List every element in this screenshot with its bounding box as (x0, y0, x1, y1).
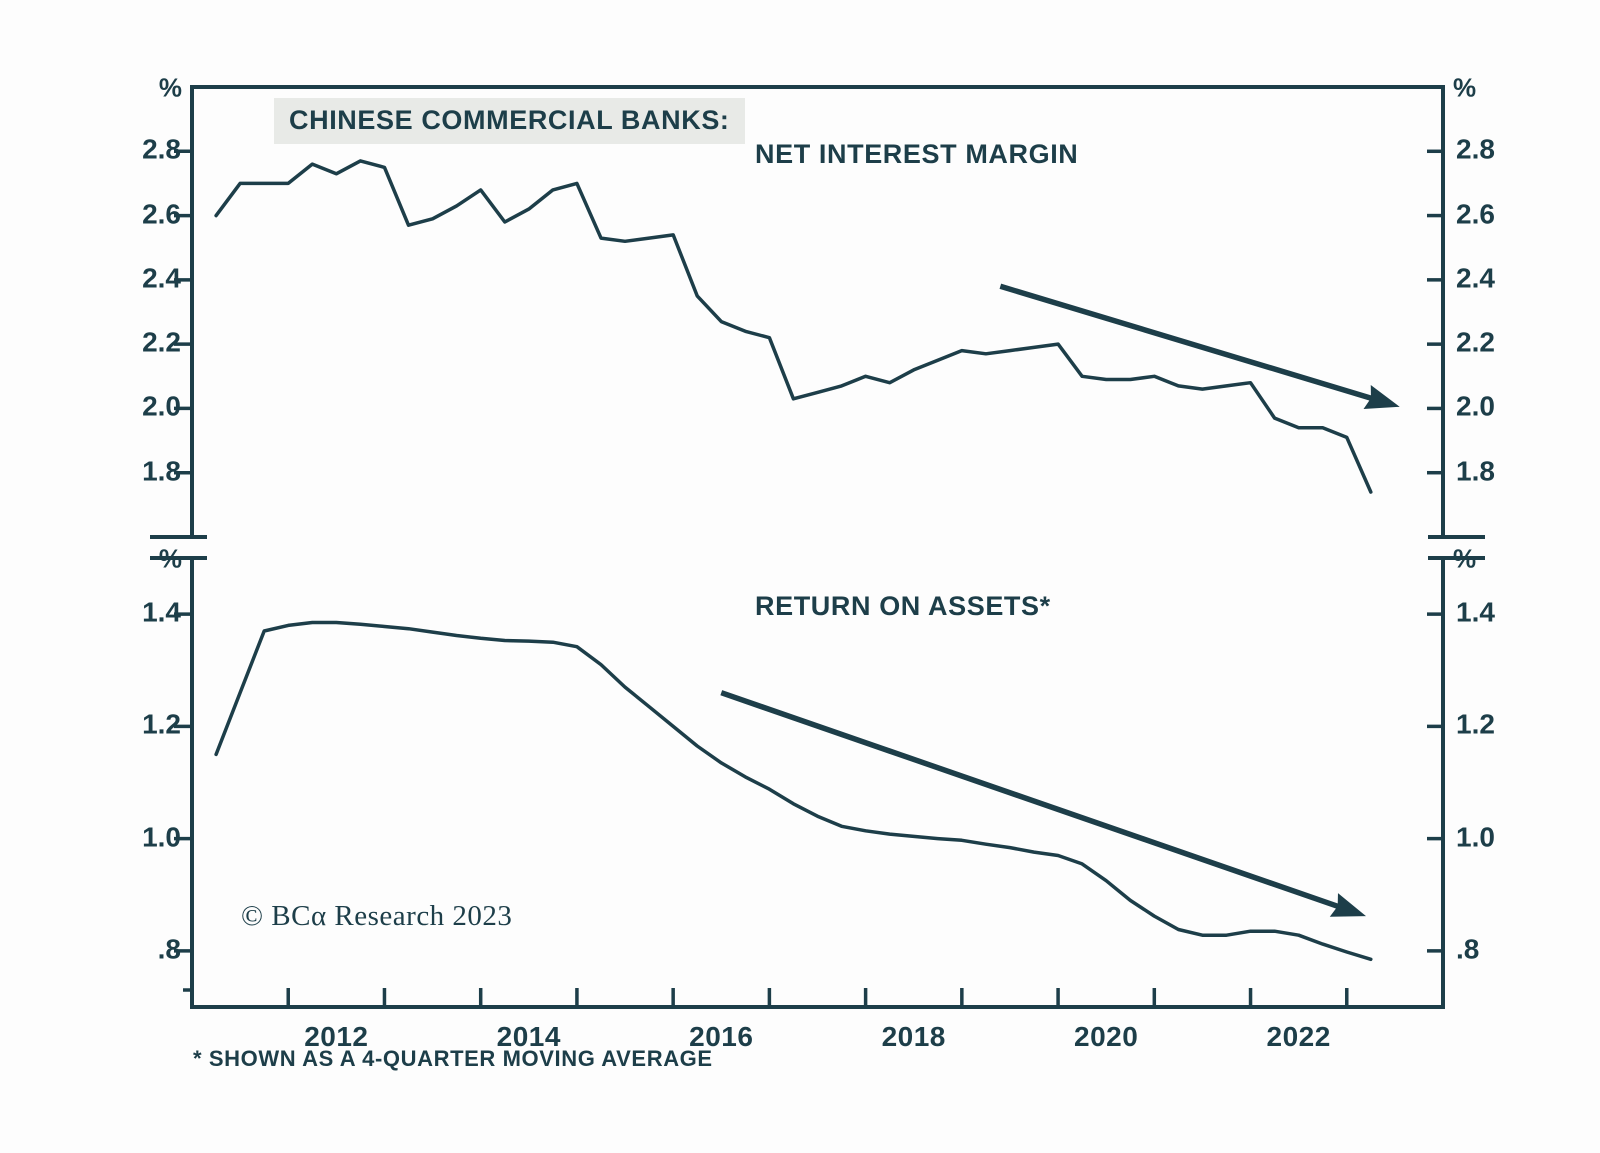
y-tick-label-left: 2.4 (142, 262, 181, 294)
y-tick-label-right: 2.4 (1456, 262, 1495, 294)
series-line-net-interest-margin (214, 159, 1373, 494)
y-tick-label-right: 2.2 (1456, 326, 1495, 358)
y-axis-unit-right: % (1453, 72, 1477, 103)
y-tick-label-left: 1.2 (142, 709, 181, 741)
x-tick-label-2020: 2020 (1074, 1021, 1139, 1052)
panel-title-net-interest-margin: NET INTEREST MARGIN (755, 139, 1079, 169)
x-tick-label-2018: 2018 (881, 1021, 946, 1052)
series-line-return-on-assets (214, 620, 1373, 962)
panel-border-bottom (190, 558, 1445, 1009)
y-tick-label-right: 2.0 (1456, 391, 1495, 423)
panel-title-return-on-assets: RETURN ON ASSETS* (755, 591, 1051, 621)
x-tick-label-2014: 2014 (496, 1021, 561, 1052)
y-tick-label-left: 1.8 (142, 455, 181, 487)
brand-watermark: © BCα Research 2023 (241, 900, 513, 932)
x-tick-label-2012: 2012 (304, 1021, 369, 1052)
trend-arrow-shaft-net-interest-margin (999, 283, 1374, 402)
trend-arrow-head-return-on-assets (1329, 893, 1367, 917)
y-tick-label-left: 2.2 (142, 326, 181, 358)
y-tick-label-right: 1.0 (1456, 821, 1495, 853)
y-axis-unit-left: % (158, 72, 182, 103)
y-axis-unit-right: % (1453, 543, 1477, 574)
y-tick-label-left: 1.0 (142, 821, 181, 853)
panel-border-top (190, 85, 1445, 537)
y-tick-label-right: 2.6 (1456, 198, 1495, 230)
x-tick-label-2022: 2022 (1266, 1021, 1331, 1052)
y-tick-label-left: 2.0 (142, 391, 181, 423)
y-tick-label-right: .8 (1456, 933, 1480, 965)
y-tick-label-right: 1.2 (1456, 709, 1495, 741)
x-tick-label-2016: 2016 (689, 1021, 754, 1052)
y-tick-label-left: .8 (157, 933, 181, 965)
chart-title: CHINESE COMMERCIAL BANKS: (274, 98, 745, 144)
footnote: * SHOWN AS A 4-QUARTER MOVING AVERAGE (193, 1046, 713, 1071)
trend-arrow-shaft-return-on-assets (720, 690, 1341, 910)
y-tick-label-right: 1.8 (1456, 455, 1495, 487)
trend-arrow-head-net-interest-margin (1363, 385, 1400, 409)
y-tick-label-left: 1.4 (142, 596, 181, 628)
y-axis-unit-left: % (158, 543, 182, 574)
y-tick-label-right: 1.4 (1456, 596, 1495, 628)
y-tick-label-right: 2.8 (1456, 134, 1495, 166)
y-tick-label-left: 2.6 (142, 198, 181, 230)
y-tick-label-left: 2.8 (142, 134, 181, 166)
